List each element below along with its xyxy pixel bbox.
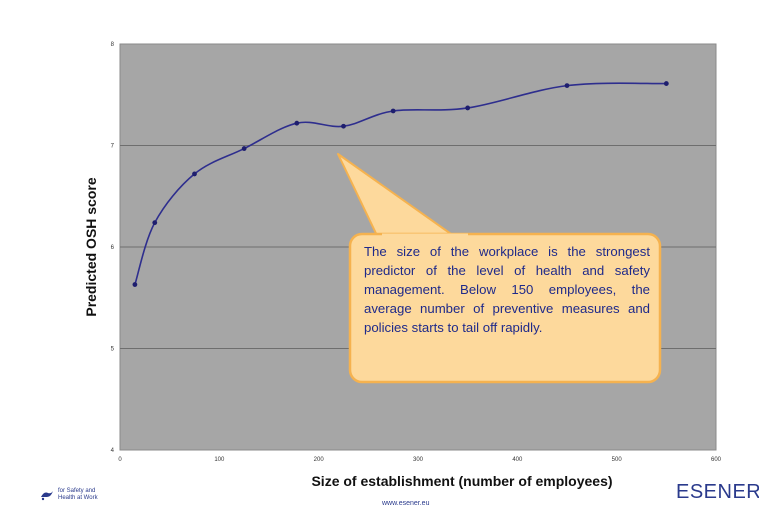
x-tick-label: 100 (214, 457, 225, 463)
y-tick-labels: 4 5 6 7 8 (111, 42, 115, 454)
y-tick-label: 8 (111, 42, 115, 48)
data-points (132, 81, 669, 287)
footer-url: www.esener.eu (382, 500, 430, 507)
y-tick-label: 7 (111, 144, 115, 150)
data-point (663, 81, 669, 86)
footer-org-text: for Safety and Health at Work (58, 488, 98, 501)
y-tick-label: 4 (111, 448, 115, 454)
data-point (241, 146, 247, 151)
data-point (132, 282, 138, 287)
y-tick-label: 6 (111, 245, 115, 251)
y-axis-label: Predicted OSH score (83, 177, 99, 316)
data-point (390, 108, 396, 114)
brand-logo: ESENER (676, 481, 759, 503)
callout-box (348, 232, 662, 384)
callout-text: The size of the workplace is the stronge… (364, 244, 650, 335)
x-tick-label: 300 (413, 457, 424, 463)
x-tick-label: 200 (314, 457, 325, 463)
data-point (192, 171, 197, 177)
x-tick-label: 0 (118, 457, 122, 463)
x-tick-label: 500 (612, 457, 623, 463)
y-tick-label: 5 (111, 347, 115, 353)
data-point (341, 123, 346, 129)
data-point (294, 120, 300, 126)
agency-logo-icon (41, 491, 53, 501)
data-point (152, 220, 158, 226)
x-tick-label: 600 (711, 457, 722, 463)
x-axis-label: Size of establishment (number of employe… (311, 473, 612, 489)
x-tick-labels: 0 100 200 300 400 500 600 (118, 457, 721, 463)
data-point (465, 105, 471, 111)
series-line (134, 82, 667, 285)
footer-org: for Safety and Health at Work (40, 488, 100, 502)
data-point (564, 83, 570, 89)
x-tick-label: 400 (512, 457, 523, 463)
